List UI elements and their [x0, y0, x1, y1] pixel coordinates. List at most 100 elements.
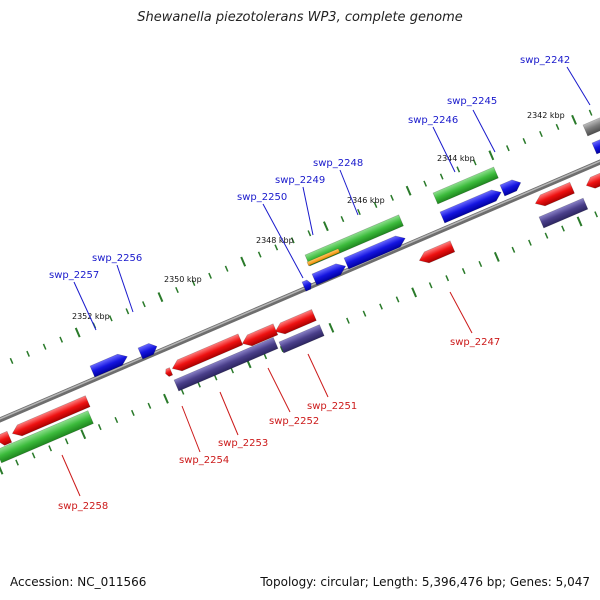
tick-mark [478, 260, 483, 268]
leader-swp-2257 [73, 281, 97, 331]
kbp-label-2346: 2346 kbp [347, 196, 385, 205]
gene-label-swp-2247: swp_2247 [450, 337, 500, 348]
gene-label-swp-2248: swp_2248 [313, 158, 363, 169]
tick-marks [0, 109, 598, 475]
tick-mark [445, 275, 450, 282]
gene-swp-2242-blue [591, 137, 600, 155]
tick-mark [522, 138, 527, 145]
gene-label-swp-2245: swp_2245 [447, 96, 497, 107]
gene-features [0, 112, 600, 464]
tick-mark [114, 416, 119, 424]
tick-mark [373, 201, 378, 208]
tick-mark [555, 123, 560, 130]
tick-mark [571, 114, 577, 125]
tick-mark [307, 230, 312, 237]
gene-swp-2247-purple [538, 197, 589, 229]
tick-mark [357, 208, 361, 216]
label-leader-lines [61, 66, 591, 497]
genome-backbone [0, 159, 600, 423]
gene-swp-2253-purple [173, 337, 279, 392]
tick-mark [64, 438, 69, 445]
leader-swp-2246 [432, 126, 456, 173]
gene-label-swp-2246: swp_2246 [408, 115, 458, 126]
tick-mark [322, 221, 329, 232]
tick-mark [224, 265, 229, 272]
tick-mark [213, 374, 218, 381]
gene-swp-2245-green [432, 166, 499, 205]
tick-mark [230, 367, 235, 374]
tick-mark [346, 317, 350, 324]
leader-swp-2245 [472, 109, 496, 153]
tick-mark [125, 308, 130, 315]
kbp-label-2350: 2350 kbp [164, 275, 202, 284]
tick-mark [0, 465, 4, 475]
tick-mark [130, 409, 135, 416]
gene-swp-2254-red [165, 367, 174, 377]
tick-mark [191, 279, 196, 286]
gene-label-swp-2258: swp_2258 [58, 501, 108, 512]
kbp-label-2348: 2348 kbp [256, 236, 294, 245]
tick-mark [290, 237, 295, 244]
gene-swp-2258-red [11, 395, 91, 437]
gene-swp-2242-grey [582, 112, 600, 137]
gene-labels: swp_2242 swp_2245 swp_2246 swp_2248 swp_… [49, 55, 570, 512]
leader-swp-2253 [219, 391, 239, 436]
tick-mark [97, 424, 102, 431]
gene-swp-2250-blue [301, 279, 312, 292]
leader-swp-2258 [61, 454, 81, 497]
tick-mark [147, 402, 152, 409]
gene-swp-2247c-red [418, 240, 456, 264]
genome-backbone-highlight [0, 160, 600, 420]
leader-swp-2242 [566, 66, 591, 106]
gene-swp-2258-green [0, 410, 94, 464]
tick-mark [395, 296, 400, 303]
gene-label-swp-2242: swp_2242 [520, 55, 570, 66]
gene-label-swp-2251: swp_2251 [307, 401, 357, 412]
tick-mark [180, 388, 185, 395]
leader-swp-2252 [267, 367, 291, 413]
tick-mark [274, 244, 279, 251]
tick-mark [9, 357, 14, 364]
tick-mark [328, 322, 335, 333]
tick-mark [42, 343, 47, 350]
tick-mark [157, 292, 164, 303]
gene-swp-2252-red [241, 323, 279, 347]
tick-mark [528, 239, 532, 246]
kbp-labels: 2342 kbp 2344 kbp 2346 kbp 2348 kbp 2350… [72, 111, 565, 321]
gene-swp-2253-red [171, 333, 244, 372]
leader-swp-2248 [339, 169, 359, 216]
tick-mark [539, 130, 543, 138]
tick-mark [257, 251, 262, 258]
tick-mark [405, 185, 412, 196]
gene-swp-2258b-red [0, 430, 13, 446]
tick-mark [240, 256, 247, 267]
gene-swp-2245-blue [499, 179, 522, 197]
tick-mark [15, 459, 19, 466]
tick-mark [544, 232, 549, 239]
leader-swp-2249 [302, 186, 314, 236]
tick-mark [59, 336, 64, 343]
gene-label-swp-2250: swp_2250 [237, 192, 287, 203]
tick-mark [472, 159, 477, 166]
tick-mark [594, 211, 598, 218]
tick-mark [506, 145, 510, 152]
tick-mark [26, 350, 30, 357]
gene-swp-2248-blue [343, 235, 406, 270]
tick-mark [48, 445, 53, 452]
topology-text: Topology: circular; Length: 5,396,476 bp… [260, 575, 590, 589]
tick-mark [511, 246, 516, 253]
tick-mark [461, 268, 466, 275]
gene-swp-2247b-red [585, 171, 600, 189]
tick-mark [379, 303, 383, 310]
tick-mark [74, 327, 81, 338]
gene-swp-2247-red [534, 181, 575, 207]
tick-mark [439, 173, 444, 180]
tick-mark [362, 310, 367, 317]
tick-mark [108, 315, 113, 322]
tick-mark [390, 194, 394, 201]
tick-mark [279, 346, 284, 353]
tick-mark [197, 381, 201, 388]
tick-mark [80, 429, 87, 440]
gene-swp-2251-red [274, 309, 317, 335]
